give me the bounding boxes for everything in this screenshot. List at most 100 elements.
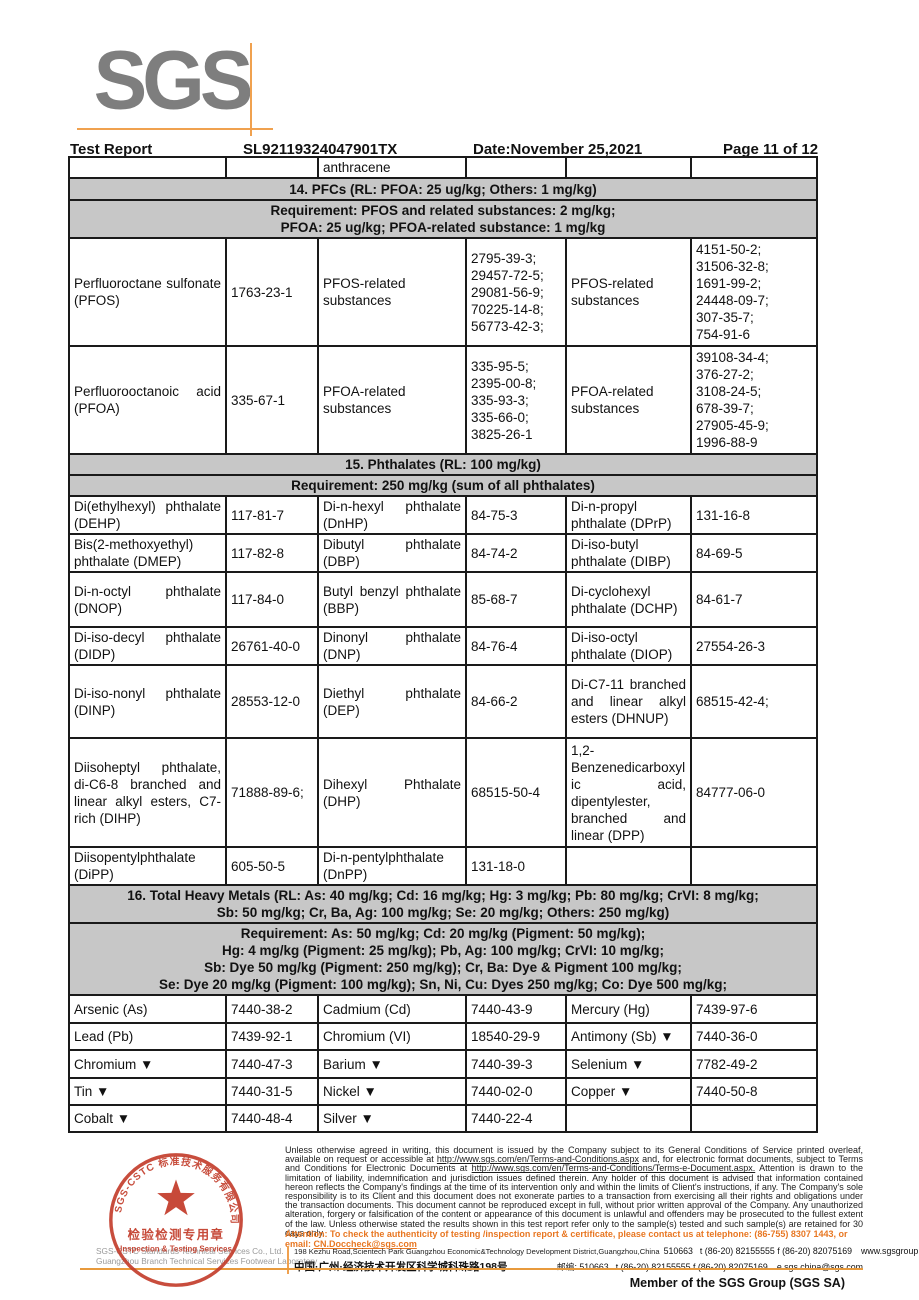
cas-cell: 26761-40-0 — [225, 626, 319, 666]
cas-cell: 1763-23-1 — [225, 237, 319, 347]
table-row: Perfluorooctanoic acid (PFOA) 335-67-1 P… — [68, 345, 818, 455]
cas-cell: 7440-36-0 — [690, 1022, 818, 1051]
substance-name-cell: Silver ▼ — [317, 1104, 467, 1133]
cas-cell: 84-69-5 — [690, 533, 818, 573]
substance-name-cell: Selenium ▼ — [565, 1049, 692, 1079]
substance-name-cell: Di-n-octyl phthalate (DNOP) — [68, 571, 227, 628]
report-date: Date:November 25,2021 — [473, 141, 643, 158]
cas-list-cell: 335-95-5; 2395-00-8; 335-93-3; 335-66-0;… — [465, 345, 567, 455]
terms-e-document-link[interactable]: http://www.sgs.com/en/Terms-and-Conditio… — [471, 1163, 756, 1174]
cas-cell: 84-61-7 — [690, 571, 818, 628]
substance-name-cell: Lead (Pb) — [68, 1022, 227, 1051]
cell — [68, 156, 227, 179]
table-row-continuation: anthracene — [68, 156, 818, 179]
website-link[interactable]: www.sgsgroup.com.cn — [861, 1246, 919, 1256]
cas-cell: 85-68-7 — [465, 571, 567, 628]
cas-cell — [690, 846, 818, 886]
table-row: Arsenic (As) 7440-38-2 Cadmium (Cd) 7440… — [68, 994, 818, 1024]
legal-text-part2: and, for electronic format documents, su… — [285, 1154, 863, 1174]
substance-name-cell: Perfluorooctanoic acid (PFOA) — [68, 345, 227, 455]
test-results-table: anthracene 14. PFCs (RL: PFOA: 25 ug/kg;… — [68, 156, 818, 1133]
section-15-header: 15. Phthalates (RL: 100 mg/kg) — [68, 453, 818, 476]
inspection-stamp: SGS-CSTC 标准技术服务有限公司广州分公司 检验检测专用章 Inspect… — [92, 1142, 243, 1287]
requirement-text: Requirement: As: 50 mg/kg; Cd: 20 mg/kg … — [68, 922, 818, 996]
terms-link[interactable]: http://www.sgs.com/en/Terms-and-Conditio… — [436, 1154, 639, 1165]
cas-cell: 117-81-7 — [225, 495, 319, 535]
substance-name-cell: Diethyl phthalate (DEP) — [317, 664, 467, 739]
table-row: Chromium ▼ 7440-47-3 Barium ▼ 7440-39-3 … — [68, 1049, 818, 1079]
section-title: 15. Phthalates (RL: 100 mg/kg) — [68, 453, 818, 476]
cas-cell: 7440-02-0 — [465, 1077, 567, 1106]
substance-name-cell: Di-iso-decyl phthalate (DIDP) — [68, 626, 227, 666]
section-14-requirement: Requirement: PFOS and related substances… — [68, 199, 818, 239]
phone-fax-cn: t (86-20) 82155555 f (86-20) 82075169 — [615, 1262, 768, 1272]
cas-cell: 7440-38-2 — [225, 994, 319, 1024]
cell — [465, 156, 567, 179]
substance-name-cell: PFOS-related substances — [317, 237, 467, 347]
substance-name-cell: Bis(2-methoxyethyl) phthalate (DMEP) — [68, 533, 227, 573]
report-number: SL92119324047901TX — [243, 141, 398, 158]
logo-orange-vertical-line — [250, 43, 252, 136]
postal-code-cn: 邮编: 510663 — [556, 1262, 609, 1272]
stamp-en-line: Inspection & Testing Services — [120, 1245, 232, 1254]
substance-name-cell: Chromium ▼ — [68, 1049, 227, 1079]
doccheck-email-link[interactable]: CN.Doccheck@sgs.com — [313, 1239, 417, 1249]
cas-cell: 7440-47-3 — [225, 1049, 319, 1079]
table-row: Diisopentylphthalate (DiPP) 605-50-5 Di-… — [68, 846, 818, 886]
cas-cell: 28553-12-0 — [225, 664, 319, 739]
cas-cell: 68515-50-4 — [465, 737, 567, 848]
company-name-block: SGS-CSTC Standards Technical Services Co… — [96, 1246, 331, 1266]
company-line1: SGS-CSTC Standards Technical Services Co… — [96, 1246, 284, 1256]
cas-cell: 7440-50-8 — [690, 1077, 818, 1106]
cas-cell: 7439-97-6 — [690, 994, 818, 1024]
substance-name-cell: Di-iso-butyl phthalate (DIBP) — [565, 533, 692, 573]
page-indicator: Page 11 of 12 — [723, 141, 819, 158]
sgs-email-link[interactable]: e sgs.china@sgs.com — [776, 1262, 863, 1272]
table-row: Lead (Pb) 7439-92-1 Chromium (VI) 18540-… — [68, 1022, 818, 1051]
address-row-cn: 中国·广州·经济技术开发区科学城科珠路198号 邮编: 510663 t (86… — [294, 1259, 863, 1274]
table-row: Diisoheptyl phthalate, di-C6-8 branched … — [68, 737, 818, 848]
cas-cell: 18540-29-9 — [465, 1022, 567, 1051]
requirement-text: Requirement: PFOS and related substances… — [68, 199, 818, 239]
substance-name-cell: Dibutyl phthalate (DBP) — [317, 533, 467, 573]
substance-name-cell: Diisopentylphthalate (DiPP) — [68, 846, 227, 886]
table-row: Di(ethylhexyl) phthalate (DEHP) 117-81-7… — [68, 495, 818, 535]
cas-cell: 7440-31-5 — [225, 1077, 319, 1106]
substance-name-cell: Di-cyclohexyl phthalate (DCHP) — [565, 571, 692, 628]
cas-list-cell: 4151-50-2; 31506-32-8; 1691-99-2; 24448-… — [690, 237, 818, 347]
table-row: Di-iso-nonyl phthalate (DINP) 28553-12-0… — [68, 664, 818, 739]
cas-cell: 84-66-2 — [465, 664, 567, 739]
substance-name-cell: Copper ▼ — [565, 1077, 692, 1106]
substance-name-cell: Di-n-pentylphthalate (DnPP) — [317, 846, 467, 886]
cas-cell: 84-74-2 — [465, 533, 567, 573]
table-row: Cobalt ▼ 7440-48-4 Silver ▼ 7440-22-4 — [68, 1104, 818, 1133]
cas-cell: 68515-42-4; — [690, 664, 818, 739]
cas-cell: 7440-43-9 — [465, 994, 567, 1024]
table-row: Tin ▼ 7440-31-5 Nickel ▼ 7440-02-0 Coppe… — [68, 1077, 818, 1106]
substance-name-cell: PFOS-related substances — [565, 237, 692, 347]
section-title: 16. Total Heavy Metals (RL: As: 40 mg/kg… — [68, 884, 818, 924]
substance-name-cell — [565, 1104, 692, 1133]
substance-name-cell: Mercury (Hg) — [565, 994, 692, 1024]
attention-text: Attention: To check the authenticity of … — [285, 1229, 848, 1249]
cas-cell: 84-76-4 — [465, 626, 567, 666]
address-block: 198 Kezhu Road,Scientech Park Guangzhou … — [287, 1246, 919, 1274]
substance-name-cell: Diisoheptyl phthalate, di-C6-8 branched … — [68, 737, 227, 848]
phone-fax-en: t (86-20) 82155555 f (86-20) 82075169 — [699, 1246, 853, 1256]
substance-name-cell: Tin ▼ — [68, 1077, 227, 1106]
stamp-cn-line: 检验检测专用章 — [128, 1227, 225, 1242]
substance-name-cell: Arsenic (As) — [68, 994, 227, 1024]
table-row: Perfluoroctane sulfonate (PFOS) 1763-23-… — [68, 237, 818, 347]
cas-cell: 27554-26-3 — [690, 626, 818, 666]
substance-name-cell: PFOA-related substances — [317, 345, 467, 455]
legal-text-part1: Unless otherwise agreed in writing, this… — [285, 1145, 863, 1165]
cas-cell: 131-18-0 — [465, 846, 567, 886]
section-16-header: 16. Total Heavy Metals (RL: As: 40 mg/kg… — [68, 884, 818, 924]
section-16-requirement: Requirement: As: 50 mg/kg; Cd: 20 mg/kg … — [68, 922, 818, 996]
cas-cell: 117-84-0 — [225, 571, 319, 628]
substance-name-cell: Di-iso-nonyl phthalate (DINP) — [68, 664, 227, 739]
attention-note: Attention: To check the authenticity of … — [285, 1229, 863, 1249]
member-line: Member of the SGS Group (SGS SA) — [629, 1276, 845, 1290]
logo-orange-horizontal-line — [77, 128, 273, 130]
substance-name-cell — [565, 846, 692, 886]
